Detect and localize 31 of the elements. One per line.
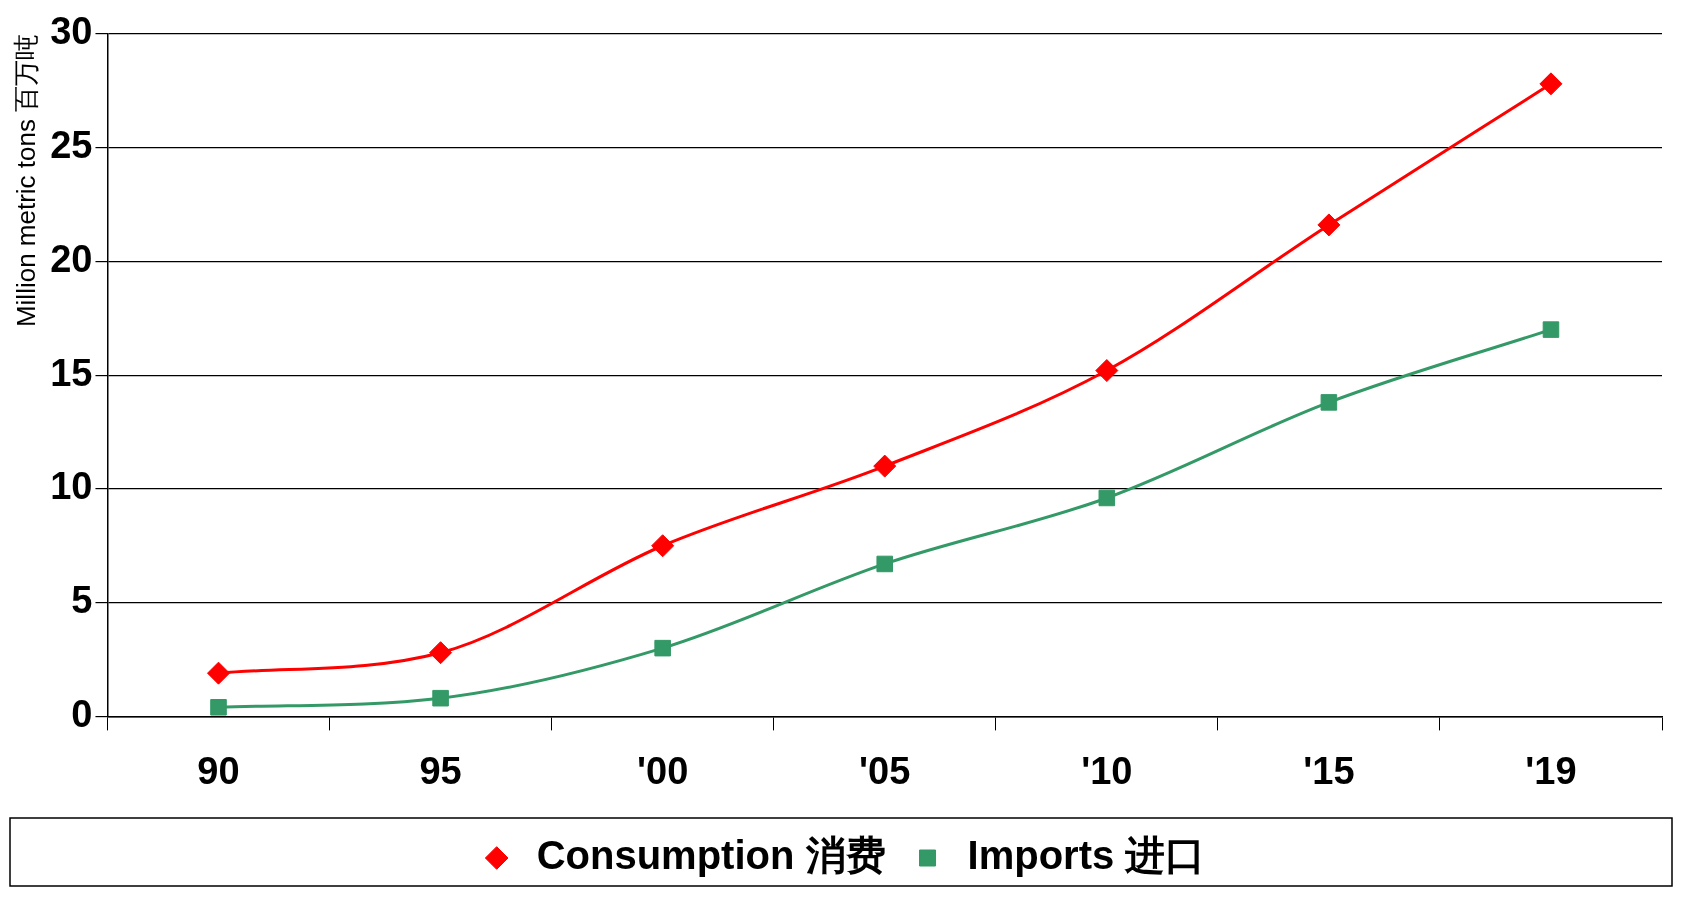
y-tick-label: 10 <box>50 465 93 508</box>
point <box>210 699 227 716</box>
x-tick-label: '19 <box>1525 749 1577 792</box>
point <box>1095 359 1119 383</box>
point <box>1098 489 1116 507</box>
y-tick-label: 15 <box>50 351 93 394</box>
point <box>1320 394 1338 411</box>
x-tick-label: 95 <box>419 749 462 792</box>
x-tick-label: '10 <box>1081 749 1133 792</box>
point <box>873 454 897 478</box>
y-tick-label: 30 <box>50 10 93 53</box>
point <box>1539 72 1563 96</box>
x-tick-label: '00 <box>637 749 689 792</box>
point <box>876 555 894 573</box>
y-tick-label: 25 <box>50 124 93 167</box>
x-tick-label: '05 <box>859 749 911 792</box>
y-tick-label: 20 <box>50 237 93 280</box>
point <box>651 534 675 558</box>
point <box>654 639 671 657</box>
point <box>207 661 231 685</box>
x-tick-label: 90 <box>197 749 240 792</box>
y-tick-label: 0 <box>71 692 93 735</box>
y-axis-title: Million metric tons 百万吨 <box>10 33 41 328</box>
point <box>432 689 449 707</box>
legend-label: Consumption 消费 <box>536 833 886 878</box>
point <box>1542 321 1560 338</box>
point <box>1317 213 1341 237</box>
x-tick-label: '15 <box>1303 749 1355 792</box>
point <box>429 641 453 665</box>
legend-label: Imports 进口 <box>967 833 1206 878</box>
y-tick-label: 5 <box>71 579 93 622</box>
